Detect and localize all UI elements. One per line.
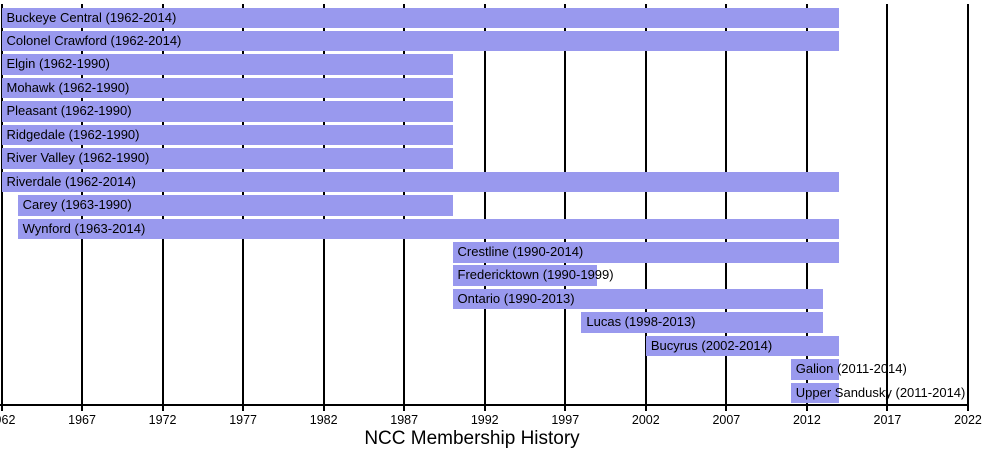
gridline-2007 xyxy=(725,4,728,404)
bar-crestline: Crestline (1990-2014) xyxy=(452,242,840,263)
bar-galion: Galion (2011-2014) xyxy=(790,359,907,380)
bar-bucyrus: Bucyrus (2002-2014) xyxy=(645,335,840,357)
bar-colonel-crawford: Colonel Crawford (1962-2014) xyxy=(1,30,840,52)
x-tick-2012 xyxy=(805,406,808,411)
gridline-1992 xyxy=(483,4,486,404)
x-tick-label-2007: 2007 xyxy=(712,413,741,427)
bar-label: Colonel Crawford (1962-2014) xyxy=(6,32,182,48)
x-tick-1967 xyxy=(81,406,84,411)
gridline-2002 xyxy=(644,4,647,404)
bar-label: Buckeye Central (1962-2014) xyxy=(6,9,177,25)
bar-label: Riverdale (1962-2014) xyxy=(6,173,136,189)
bar-label: Upper Sandusky (2011-2014) xyxy=(795,384,966,400)
x-tick-label-1982: 1982 xyxy=(309,413,338,427)
x-tick-label-2012: 2012 xyxy=(792,413,821,427)
bar-river-valley: River Valley (1962-1990) xyxy=(1,148,453,169)
bar-buckeye-central: Buckeye Central (1962-2014) xyxy=(1,7,840,28)
bar-ontario: Ontario (1990-2013) xyxy=(452,288,823,310)
x-tick-2007 xyxy=(725,406,728,411)
bar-label: Lucas (1998-2013) xyxy=(586,314,696,330)
bar-elgin: Elgin (1962-1990) xyxy=(1,54,453,75)
bar-label: Galion (2011-2014) xyxy=(795,361,907,377)
x-tick-label-2022: 2022 xyxy=(954,413,982,427)
bar-upper-sandusky: Upper Sandusky (2011-2014) xyxy=(790,382,965,404)
x-tick-1992 xyxy=(483,406,486,411)
bar-label: Fredericktown (1990-1999) xyxy=(457,267,614,283)
bar-label: Elgin (1962-1990) xyxy=(6,56,110,72)
x-tick-label-1977: 1977 xyxy=(229,413,258,427)
x-tick-label-2017: 2017 xyxy=(873,413,902,427)
bar-fredericktown: Fredericktown (1990-1999) xyxy=(452,265,614,286)
x-tick-1982 xyxy=(322,406,325,411)
bar-label: Ridgedale (1962-1990) xyxy=(6,126,140,142)
x-tick-label-1972: 1972 xyxy=(148,413,177,427)
gridline-2012 xyxy=(805,4,808,404)
x-tick-label-1997: 1997 xyxy=(551,413,580,427)
bar-label: Carey (1963-1990) xyxy=(22,197,132,213)
bar-lucas: Lucas (1998-2013) xyxy=(581,312,823,333)
x-tick-2022 xyxy=(966,406,969,411)
x-tick-label-1987: 1987 xyxy=(390,413,419,427)
bar-carey: Carey (1963-1990) xyxy=(17,195,453,216)
bar-riverdale: Riverdale (1962-2014) xyxy=(1,171,840,193)
x-tick-1972 xyxy=(161,406,164,411)
x-tick-2017 xyxy=(886,406,889,411)
bar-label: Ontario (1990-2013) xyxy=(457,290,575,306)
bar-label: Wynford (1963-2014) xyxy=(22,220,146,236)
x-tick-1997 xyxy=(564,406,567,411)
x-tick-label-2002: 2002 xyxy=(631,413,660,427)
x-tick-label-1992: 1992 xyxy=(470,413,499,427)
bar-label: Pleasant (1962-1990) xyxy=(6,103,132,119)
bar-label: Bucyrus (2002-2014) xyxy=(650,337,773,353)
gridline-1997 xyxy=(564,4,567,404)
gridline-2017 xyxy=(886,4,889,404)
gridline-1962 xyxy=(0,4,3,404)
x-tick-1987 xyxy=(403,406,406,411)
bar-ridgedale: Ridgedale (1962-1990) xyxy=(1,124,453,146)
bar-label: Crestline (1990-2014) xyxy=(457,244,584,259)
x-tick-1977 xyxy=(242,406,245,411)
bar-pleasant: Pleasant (1962-1990) xyxy=(1,101,453,122)
gridline-2022 xyxy=(966,4,969,404)
bar-mohawk: Mohawk (1962-1990) xyxy=(1,77,453,99)
x-tick-1962 xyxy=(0,406,3,411)
x-tick-label-1962: 1962 xyxy=(0,413,16,427)
bar-wynford: Wynford (1963-2014) xyxy=(17,218,840,240)
x-axis-line xyxy=(0,404,970,406)
chart-title: NCC Membership History xyxy=(364,428,580,449)
x-tick-label-1967: 1967 xyxy=(68,413,96,427)
bar-label: River Valley (1962-1990) xyxy=(6,150,150,166)
bar-label: Mohawk (1962-1990) xyxy=(6,79,130,95)
x-tick-2002 xyxy=(644,406,647,411)
